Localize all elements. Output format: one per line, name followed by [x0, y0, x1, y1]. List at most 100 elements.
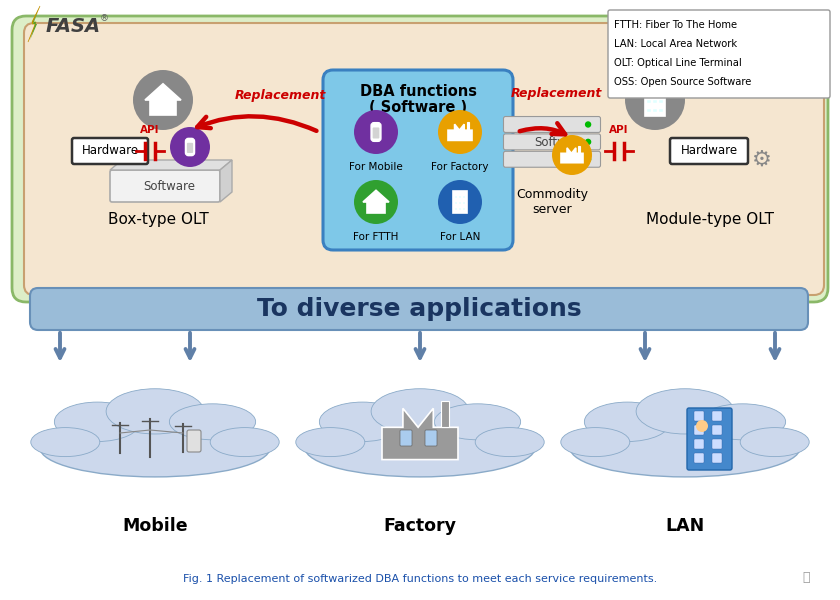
FancyBboxPatch shape	[670, 138, 748, 164]
Ellipse shape	[106, 389, 204, 434]
Text: Hardware: Hardware	[680, 145, 738, 157]
Polygon shape	[644, 84, 665, 116]
FancyBboxPatch shape	[12, 16, 828, 302]
Ellipse shape	[31, 428, 100, 457]
Polygon shape	[648, 91, 650, 94]
Polygon shape	[459, 202, 461, 204]
Polygon shape	[459, 196, 461, 198]
Text: Commodity
server: Commodity server	[516, 188, 588, 216]
Text: For FTTH: For FTTH	[354, 232, 399, 242]
Circle shape	[585, 139, 591, 145]
Polygon shape	[363, 190, 389, 202]
FancyBboxPatch shape	[371, 122, 381, 142]
FancyBboxPatch shape	[694, 453, 704, 463]
Text: FTTH: Fiber To The Home: FTTH: Fiber To The Home	[614, 20, 738, 30]
Polygon shape	[448, 124, 472, 140]
FancyBboxPatch shape	[503, 134, 601, 150]
Polygon shape	[463, 196, 465, 198]
Circle shape	[354, 110, 398, 154]
Polygon shape	[561, 148, 583, 163]
Text: DBA functions: DBA functions	[360, 84, 476, 99]
Text: Software: Software	[143, 179, 195, 193]
Text: API: API	[609, 125, 629, 135]
FancyBboxPatch shape	[30, 288, 808, 330]
Ellipse shape	[55, 402, 140, 442]
Ellipse shape	[561, 428, 630, 457]
Polygon shape	[382, 408, 458, 460]
Circle shape	[438, 110, 482, 154]
Text: Factory: Factory	[384, 517, 456, 535]
FancyBboxPatch shape	[694, 411, 704, 421]
Polygon shape	[145, 84, 181, 100]
Ellipse shape	[305, 419, 535, 477]
Polygon shape	[648, 109, 650, 112]
Polygon shape	[441, 401, 449, 427]
Polygon shape	[459, 208, 461, 210]
Polygon shape	[454, 202, 457, 204]
FancyBboxPatch shape	[608, 10, 830, 98]
Ellipse shape	[210, 428, 279, 457]
Polygon shape	[453, 191, 467, 213]
FancyBboxPatch shape	[373, 127, 380, 139]
Circle shape	[170, 127, 210, 167]
Polygon shape	[463, 208, 465, 210]
Polygon shape	[110, 160, 232, 170]
Text: For Mobile: For Mobile	[349, 162, 403, 172]
FancyBboxPatch shape	[323, 70, 513, 250]
FancyBboxPatch shape	[110, 170, 220, 202]
FancyBboxPatch shape	[712, 425, 722, 435]
Ellipse shape	[371, 389, 469, 434]
Ellipse shape	[475, 428, 544, 457]
Text: FASA: FASA	[46, 16, 101, 35]
Polygon shape	[463, 202, 465, 204]
Ellipse shape	[170, 404, 255, 440]
Ellipse shape	[296, 428, 365, 457]
Polygon shape	[366, 202, 386, 213]
FancyBboxPatch shape	[186, 143, 193, 153]
Ellipse shape	[740, 428, 809, 457]
FancyBboxPatch shape	[503, 116, 601, 133]
Ellipse shape	[40, 419, 270, 477]
Circle shape	[438, 180, 482, 224]
Ellipse shape	[319, 402, 406, 442]
Text: LAN: Local Area Network: LAN: Local Area Network	[614, 39, 738, 49]
Circle shape	[585, 157, 591, 162]
Ellipse shape	[636, 389, 734, 434]
FancyBboxPatch shape	[694, 425, 704, 435]
Polygon shape	[654, 91, 657, 94]
Text: API: API	[140, 125, 160, 135]
Circle shape	[585, 122, 591, 127]
FancyBboxPatch shape	[712, 439, 722, 449]
Text: For Factory: For Factory	[431, 162, 489, 172]
Text: ( Software ): ( Software )	[369, 100, 467, 115]
Polygon shape	[454, 208, 457, 210]
Circle shape	[696, 420, 708, 432]
Polygon shape	[659, 91, 663, 94]
FancyBboxPatch shape	[24, 23, 824, 295]
Text: Module-type OLT: Module-type OLT	[646, 212, 774, 227]
Text: Replacement: Replacement	[234, 88, 326, 101]
Polygon shape	[654, 109, 657, 112]
FancyBboxPatch shape	[712, 411, 722, 421]
Text: OSS: Open Source Software: OSS: Open Source Software	[614, 77, 751, 87]
Ellipse shape	[585, 402, 670, 442]
Text: Replacement: Replacement	[511, 86, 601, 100]
Polygon shape	[659, 100, 663, 103]
Circle shape	[625, 70, 685, 130]
FancyBboxPatch shape	[712, 453, 722, 463]
Polygon shape	[659, 109, 663, 112]
Polygon shape	[578, 146, 580, 154]
FancyBboxPatch shape	[503, 151, 601, 167]
Polygon shape	[654, 100, 657, 103]
Polygon shape	[454, 196, 457, 198]
Text: For LAN: For LAN	[440, 232, 480, 242]
Text: To diverse applications: To diverse applications	[257, 297, 581, 321]
Polygon shape	[30, 12, 38, 40]
FancyBboxPatch shape	[187, 430, 201, 452]
Polygon shape	[28, 6, 40, 42]
Text: Hardware: Hardware	[81, 145, 139, 157]
Circle shape	[133, 70, 193, 130]
FancyBboxPatch shape	[400, 430, 412, 446]
Text: ®: ®	[100, 14, 109, 23]
FancyBboxPatch shape	[425, 430, 437, 446]
